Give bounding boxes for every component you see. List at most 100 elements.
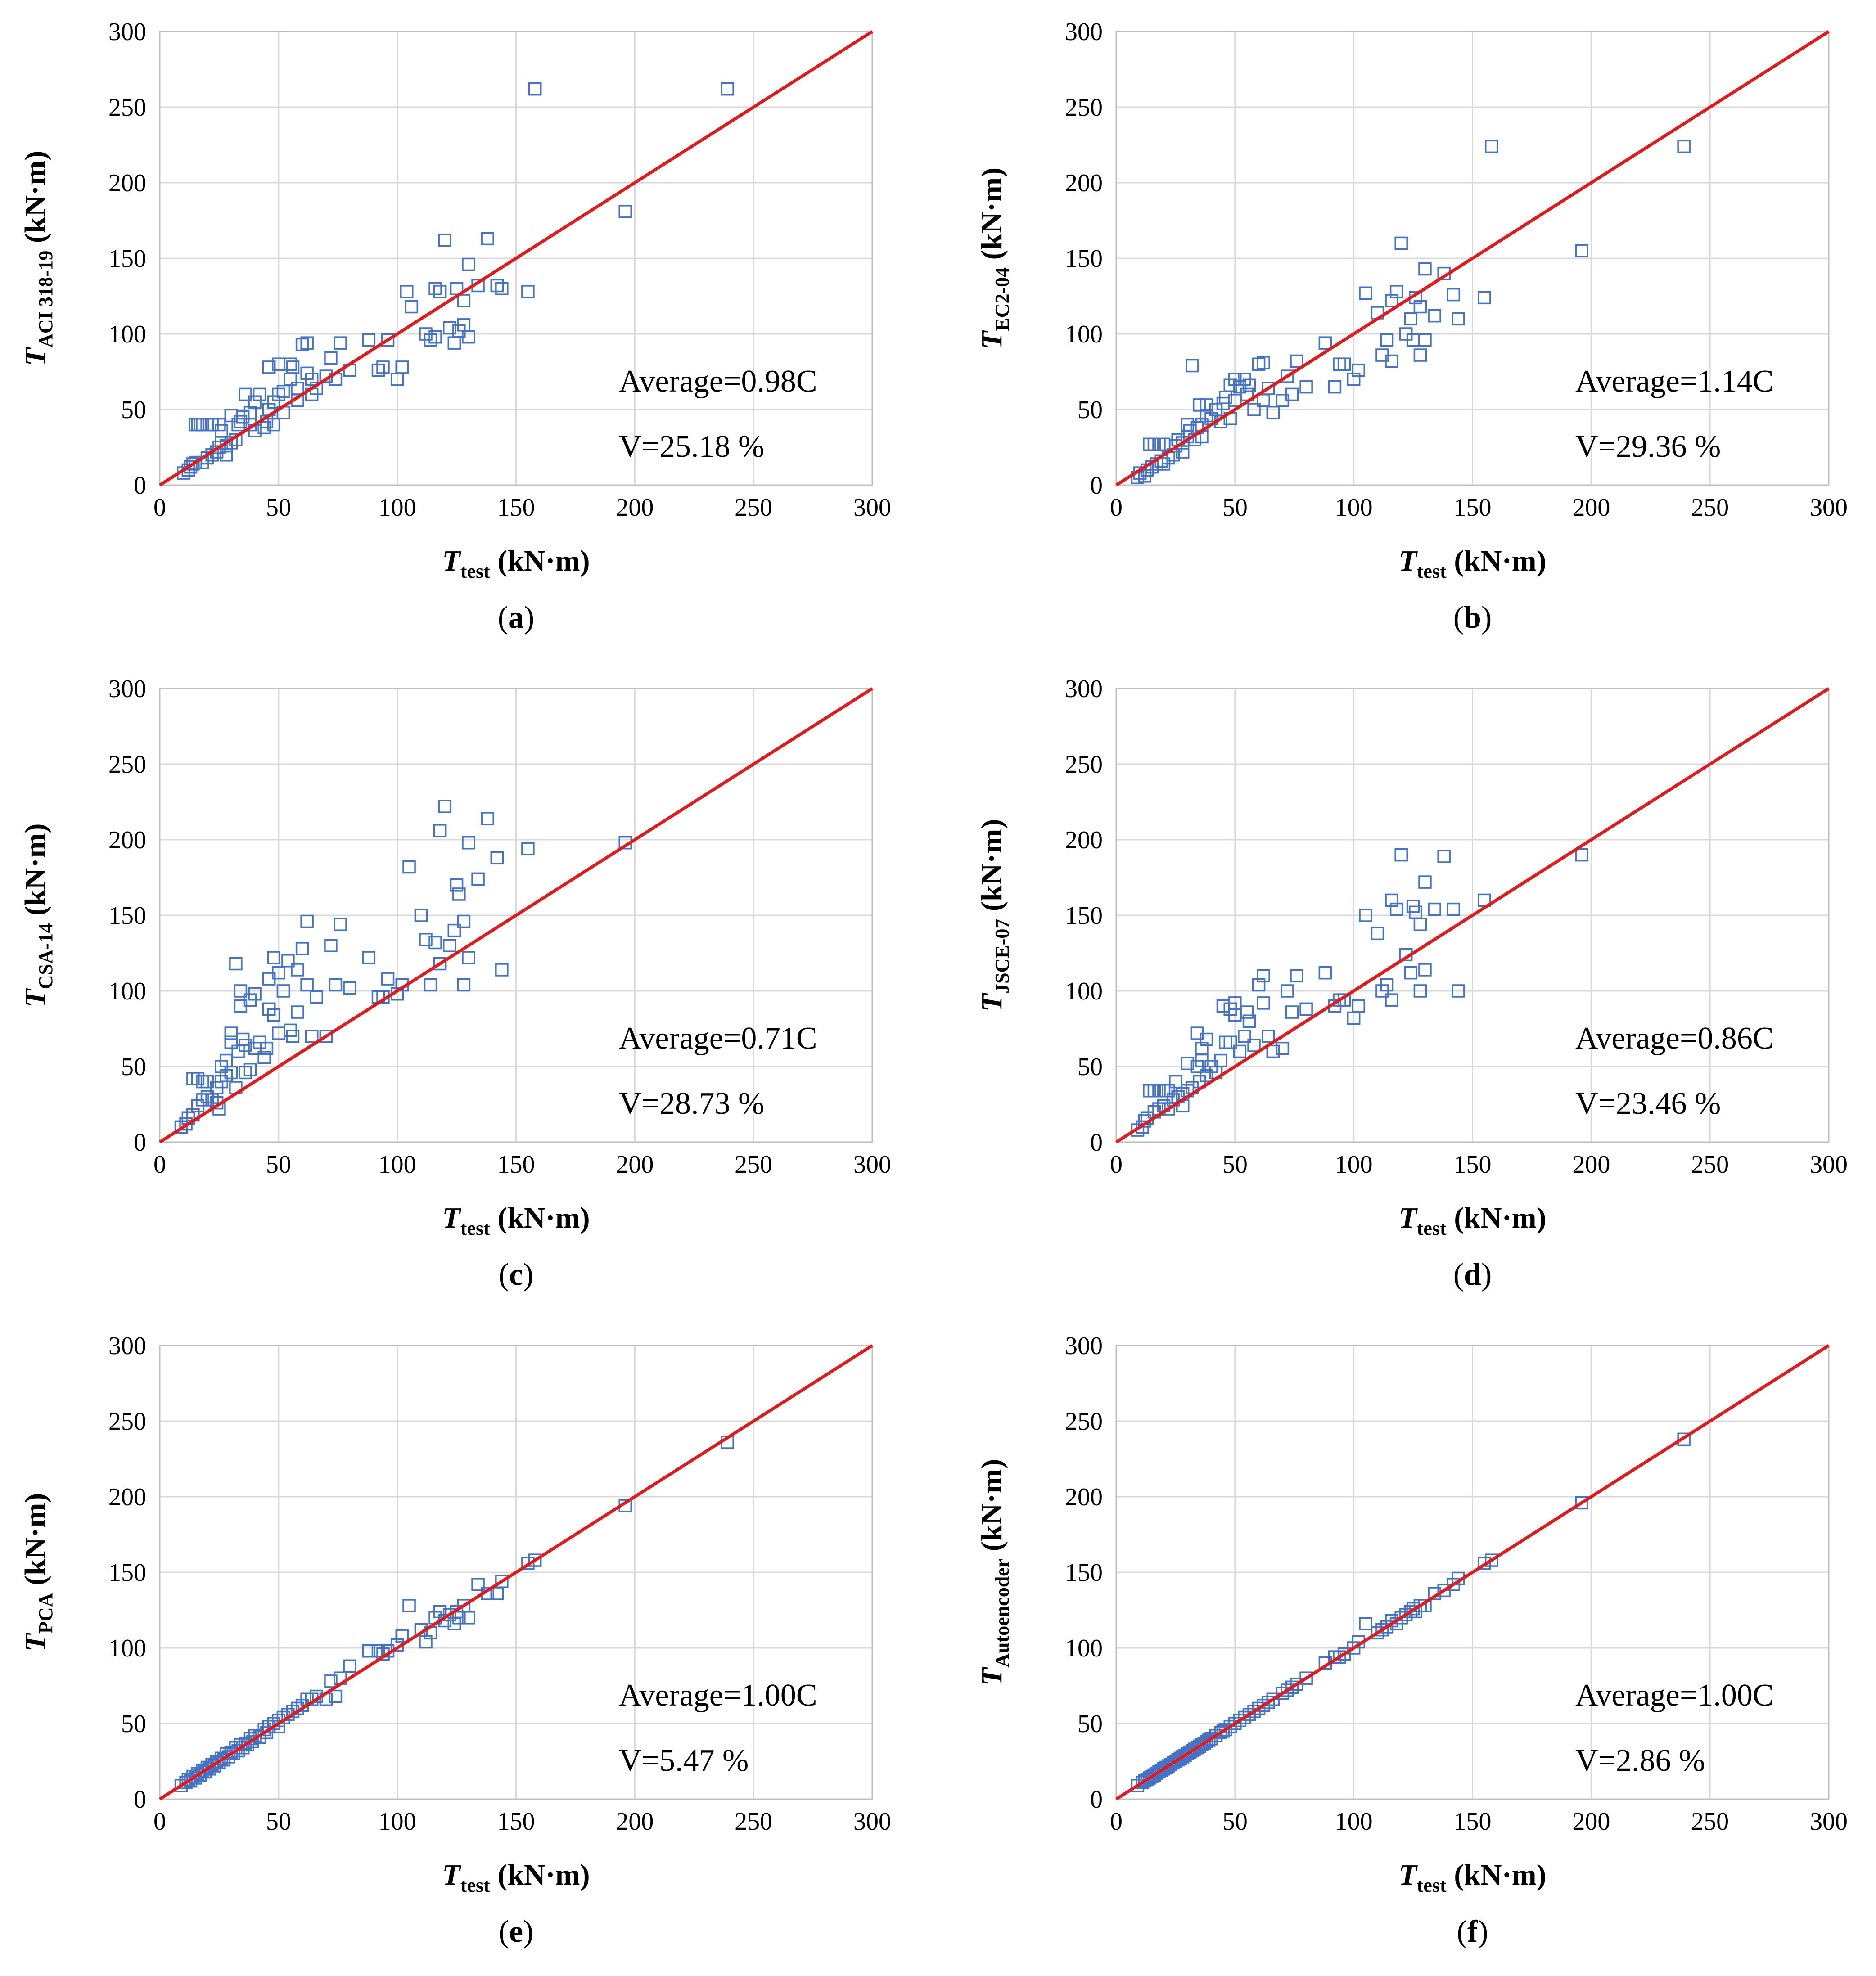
x-axis-label: Ttest (kN·m) — [1398, 545, 1546, 582]
data-point — [286, 1030, 300, 1043]
data-point — [224, 1035, 238, 1049]
panel-label: (e) — [499, 1914, 534, 1949]
data-point — [450, 878, 464, 892]
data-point — [239, 1039, 252, 1052]
data-point — [300, 914, 314, 928]
data-point — [1169, 1075, 1182, 1089]
x-tick-label: 300 — [1810, 1808, 1848, 1836]
x-tick-label: 100 — [379, 494, 416, 522]
data-point — [1380, 333, 1394, 347]
x-tick-label: 150 — [497, 494, 535, 522]
x-tick-label: 200 — [1572, 494, 1610, 522]
x-tick-label: 100 — [1335, 494, 1373, 522]
y-tick-label: 150 — [1065, 1559, 1103, 1587]
data-point — [1242, 1014, 1256, 1028]
data-point — [1404, 966, 1418, 980]
data-point — [1290, 969, 1303, 983]
x-axis-label: Ttest (kN·m) — [442, 1859, 590, 1896]
data-point — [267, 418, 281, 432]
x-axis-label: Ttest (kN·m) — [442, 545, 590, 582]
y-tick-label: 0 — [134, 472, 146, 500]
data-point — [1252, 357, 1266, 371]
data-point — [1447, 288, 1461, 302]
data-point — [1261, 1030, 1275, 1043]
data-point — [1228, 996, 1242, 1010]
cov-text: V=5.47 % — [619, 1743, 749, 1778]
data-point — [224, 1066, 238, 1080]
panel-label: (b) — [1453, 600, 1492, 635]
x-tick-label: 0 — [153, 1808, 166, 1836]
x-tick-label: 100 — [1335, 1151, 1373, 1179]
data-point — [329, 1689, 343, 1703]
x-tick-label: 300 — [853, 1808, 891, 1836]
x-tick-label: 0 — [153, 1151, 166, 1179]
data-point — [1214, 1053, 1227, 1067]
y-tick-label: 200 — [108, 1483, 146, 1511]
data-point — [1575, 1496, 1588, 1510]
x-tick-label: 200 — [1572, 1151, 1610, 1179]
data-point — [1371, 927, 1384, 941]
plot-frame — [159, 688, 873, 1143]
y-tick-label: 50 — [1078, 396, 1103, 424]
data-point — [457, 294, 471, 307]
data-point — [462, 330, 475, 344]
data-point — [1218, 1035, 1232, 1049]
data-point — [305, 373, 319, 386]
data-point — [1385, 893, 1398, 907]
y-tick-label: 300 — [1065, 18, 1103, 46]
data-point — [1223, 1035, 1237, 1049]
average-text: Average=0.86C — [1575, 1021, 1774, 1056]
data-point — [1478, 291, 1491, 305]
y-axis-label: TPCA (kN·m) — [19, 1493, 57, 1652]
data-point — [1200, 398, 1213, 412]
data-point — [1266, 405, 1280, 419]
data-point — [433, 1605, 447, 1619]
data-point — [1290, 354, 1303, 368]
data-point — [243, 405, 257, 419]
y-tick-label: 300 — [108, 1332, 146, 1360]
data-point — [1418, 963, 1432, 977]
data-point — [721, 82, 734, 96]
reference-line — [159, 687, 873, 1143]
data-point — [402, 860, 416, 874]
data-point — [1413, 348, 1427, 362]
y-tick-label: 100 — [1065, 1634, 1103, 1662]
data-point — [438, 800, 451, 813]
data-point — [438, 233, 451, 247]
reference-line — [159, 30, 873, 486]
data-point — [1238, 1030, 1251, 1043]
data-point — [1677, 1432, 1691, 1446]
x-axis-label: Ttest (kN·m) — [442, 1202, 590, 1239]
x-tick-label: 100 — [379, 1808, 416, 1836]
data-point — [253, 1730, 266, 1744]
data-point — [1375, 1623, 1389, 1637]
data-point — [291, 1005, 304, 1019]
data-point — [257, 1051, 271, 1064]
data-point — [319, 1030, 333, 1043]
y-tick-label: 200 — [1065, 826, 1103, 854]
cov-text: V=2.86 % — [1575, 1743, 1705, 1778]
x-tick-label: 100 — [379, 1151, 416, 1179]
data-point — [253, 387, 266, 401]
x-tick-label: 300 — [853, 494, 891, 522]
data-point — [267, 951, 281, 964]
data-point — [419, 1635, 433, 1649]
data-point — [1394, 236, 1408, 250]
data-point — [462, 257, 475, 271]
x-tick-label: 50 — [1222, 1151, 1248, 1179]
data-point — [618, 205, 632, 218]
data-point — [324, 939, 338, 952]
data-point — [1200, 1069, 1213, 1082]
chart-panel-a: 0 50 100 150 200 250 300 0 50 100 150 200 250 300 Aver… — [19, 18, 891, 635]
data-point — [239, 1736, 252, 1750]
data-point — [1359, 286, 1372, 300]
y-tick-label: 150 — [108, 245, 146, 273]
reference-line — [1115, 30, 1830, 486]
data-point — [1418, 875, 1432, 889]
data-point — [243, 1062, 257, 1076]
data-point — [234, 415, 248, 428]
data-point — [1257, 996, 1270, 1010]
data-point — [334, 918, 347, 931]
data-point — [1257, 969, 1270, 983]
data-point — [462, 1611, 475, 1625]
